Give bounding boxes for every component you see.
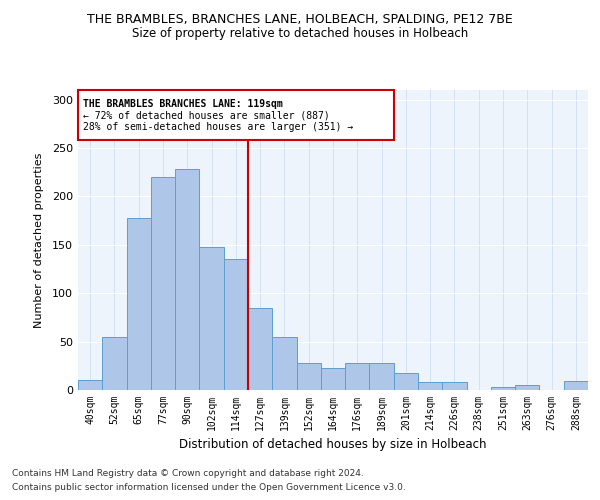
Y-axis label: Number of detached properties: Number of detached properties <box>34 152 44 328</box>
Bar <box>321 368 345 390</box>
Bar <box>224 260 248 390</box>
Text: Size of property relative to detached houses in Holbeach: Size of property relative to detached ho… <box>132 28 468 40</box>
Text: Contains HM Land Registry data © Crown copyright and database right 2024.: Contains HM Land Registry data © Crown c… <box>12 468 364 477</box>
Bar <box>418 382 442 390</box>
Text: THE BRAMBLES, BRANCHES LANE, HOLBEACH, SPALDING, PE12 7BE: THE BRAMBLES, BRANCHES LANE, HOLBEACH, S… <box>87 12 513 26</box>
Text: 28% of semi-detached houses are larger (351) →: 28% of semi-detached houses are larger (… <box>83 122 353 132</box>
Bar <box>175 170 199 390</box>
Bar <box>78 380 102 390</box>
Text: THE BRAMBLES BRANCHES LANE: 119sqm: THE BRAMBLES BRANCHES LANE: 119sqm <box>83 98 283 108</box>
Bar <box>199 247 224 390</box>
X-axis label: Distribution of detached houses by size in Holbeach: Distribution of detached houses by size … <box>179 438 487 452</box>
Bar <box>345 363 370 390</box>
Bar <box>442 382 467 390</box>
Text: ← 72% of detached houses are smaller (887): ← 72% of detached houses are smaller (88… <box>83 110 329 120</box>
Bar <box>151 177 175 390</box>
Bar <box>248 308 272 390</box>
Bar <box>370 363 394 390</box>
Bar <box>296 363 321 390</box>
Bar <box>491 387 515 390</box>
Bar <box>394 372 418 390</box>
Bar <box>127 218 151 390</box>
Bar <box>102 337 127 390</box>
Text: Contains public sector information licensed under the Open Government Licence v3: Contains public sector information licen… <box>12 484 406 492</box>
Bar <box>564 382 588 390</box>
Bar <box>515 385 539 390</box>
Bar <box>272 337 296 390</box>
